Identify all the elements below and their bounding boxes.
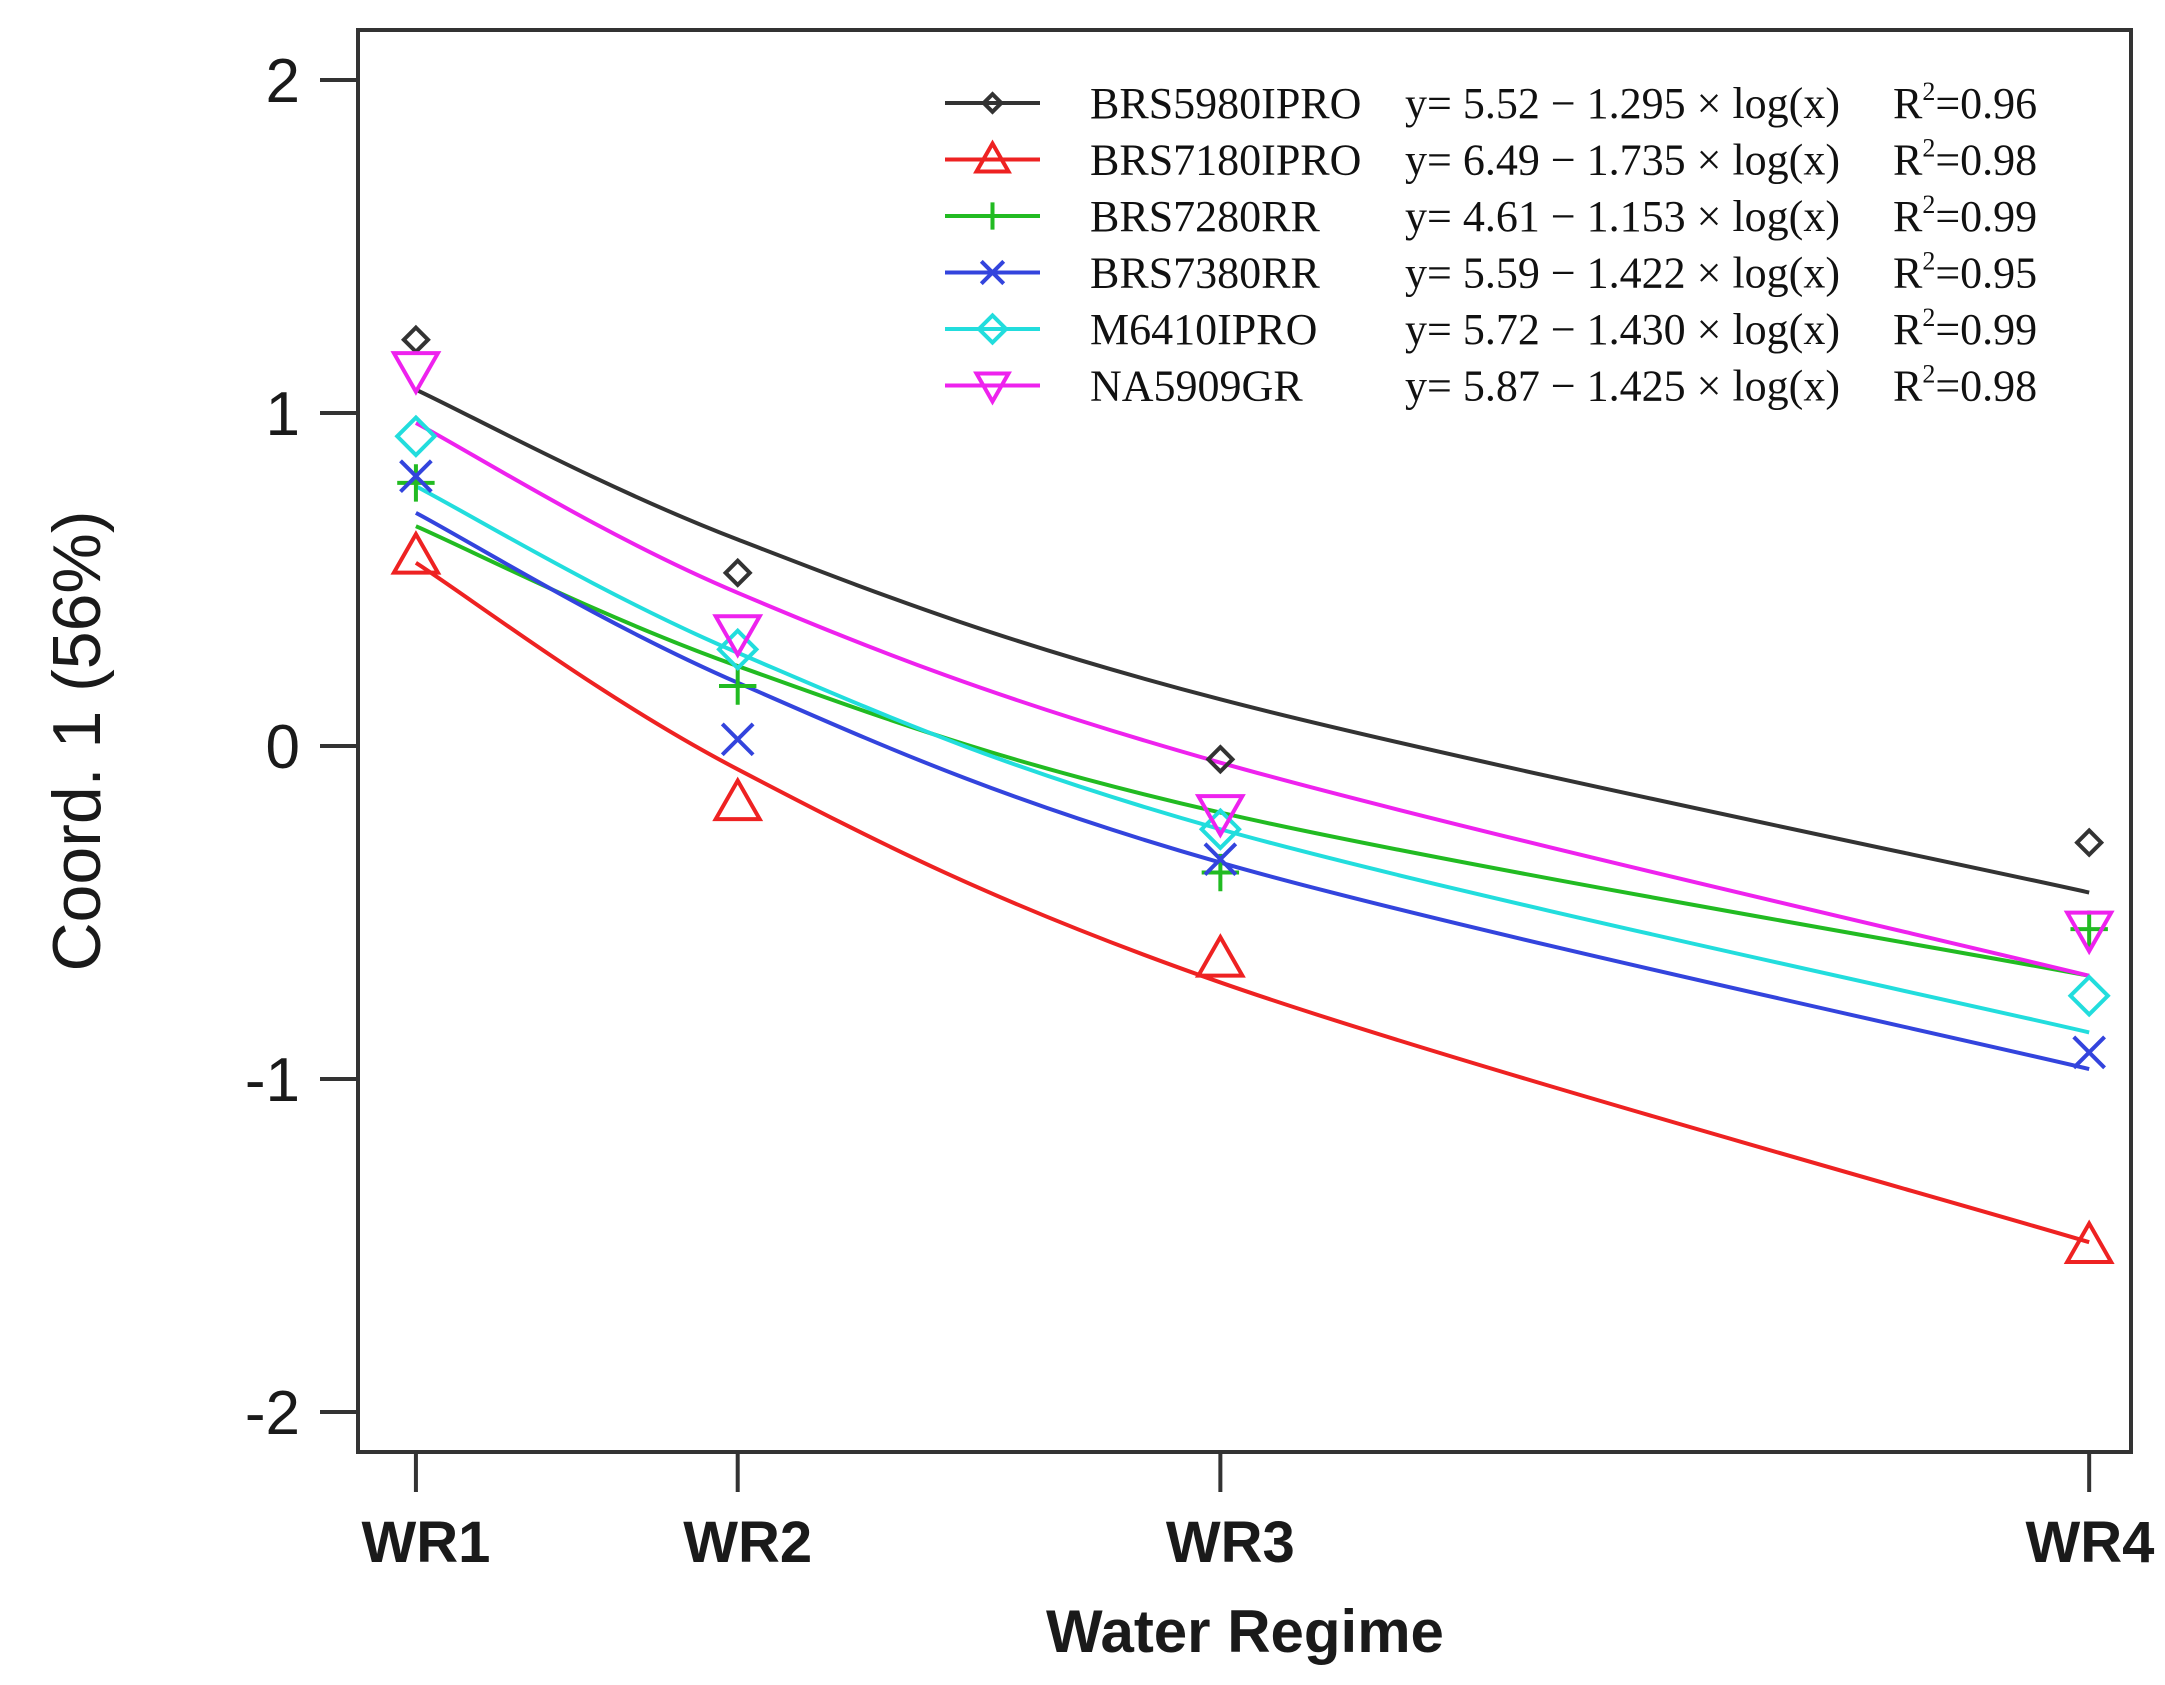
fit-line-BRS5980IPRO — [415, 387, 2090, 895]
legend-marker-BRS7280RR — [978, 202, 1007, 230]
x-tick-label: WR2 — [683, 1510, 812, 1575]
r2-value: =0.98 — [1935, 136, 2037, 185]
data-point-BRS7180IPRO — [1194, 933, 1246, 978]
fit-line-BRS7280RR — [415, 524, 2090, 978]
data-point-BRS7180IPRO — [2063, 1219, 2115, 1265]
data-markers — [390, 324, 2115, 1265]
legend-name: NA5909GR — [1090, 362, 1303, 411]
legend-marker-NA5909GR — [973, 371, 1012, 406]
legend-marker-BRS7180IPRO — [973, 139, 1012, 174]
data-point-BRS7280RR — [718, 667, 757, 705]
legend-equation: y= 5.59 − 1.422 × log(x) — [1405, 249, 1840, 298]
legend-marker-M6410IPRO — [976, 312, 1009, 346]
y-axis-title: Coord. 1 (56%) — [39, 510, 115, 971]
legend-equation: y= 5.52 − 1.295 × log(x) — [1405, 79, 1840, 128]
fit-line-NA5909GR — [414, 421, 2090, 978]
legend-marker-BRS5980IPRO — [980, 91, 1005, 115]
legend-marker-BRS7380RR — [979, 259, 1006, 286]
r2-value: =0.98 — [1935, 362, 2037, 411]
legend-name: BRS5980IPRO — [1090, 79, 1361, 128]
fit-line-BRS7180IPRO — [414, 561, 2090, 1245]
data-point-NA5909GR — [712, 614, 764, 659]
r2-superscript: 2 — [1922, 303, 1935, 332]
legend-r-squared: R2=0.98 — [1893, 360, 2037, 411]
legend-equation: y= 5.87 − 1.425 × log(x) — [1405, 362, 1840, 411]
r2-value: =0.99 — [1935, 192, 2037, 241]
y-tick-label: 2 — [266, 47, 300, 116]
data-point-BRS7180IPRO — [712, 776, 764, 822]
data-point-BRS7380RR — [720, 722, 755, 757]
fit-line-BRS7380RR — [414, 511, 2090, 1071]
fit-lines — [414, 387, 2090, 1245]
r2-value: =0.99 — [1935, 305, 2037, 354]
data-point-BRS7380RR — [1203, 842, 1238, 877]
r2-label: R — [1893, 249, 1923, 298]
legend-name: M6410IPRO — [1090, 305, 1317, 354]
x-axis: WR1 WR2 WR3 WR4 — [361, 1452, 2154, 1575]
data-point-NA5909GR — [390, 351, 442, 396]
data-point-M6410IPRO — [1198, 807, 1242, 851]
y-axis: 2 1 0 -1 -2 — [245, 47, 358, 1448]
data-point-M6410IPRO — [394, 414, 438, 458]
data-point-BRS5980IPRO — [1205, 744, 1236, 775]
legend-name: BRS7280RR — [1090, 192, 1321, 241]
legend-equation: y= 5.72 − 1.430 × log(x) — [1405, 305, 1840, 354]
r2-superscript: 2 — [1922, 247, 1935, 276]
data-point-NA5909GR — [1194, 794, 1246, 839]
r2-value: =0.95 — [1935, 249, 2037, 298]
x-axis-title: Water Regime — [1046, 1598, 1444, 1665]
data-point-BRS5980IPRO — [722, 557, 753, 588]
fit-line-M6410IPRO — [415, 484, 2090, 1035]
legend-r-squared: R2=0.98 — [1893, 134, 2037, 185]
data-point-BRS7280RR — [397, 464, 435, 502]
r2-superscript: 2 — [1922, 77, 1935, 106]
r2-value: =0.96 — [1935, 79, 2037, 128]
r2-label: R — [1893, 305, 1923, 354]
x-tick-label: WR3 — [1166, 1510, 1295, 1575]
data-point-BRS7380RR — [2072, 1035, 2106, 1070]
legend-r-squared: R2=0.99 — [1893, 303, 2037, 354]
data-point-BRS5980IPRO — [2074, 827, 2105, 858]
y-tick-label: 1 — [266, 380, 300, 449]
r2-label: R — [1893, 136, 1923, 185]
x-tick-label: WR4 — [2026, 1510, 2155, 1575]
r2-superscript: 2 — [1922, 360, 1935, 389]
legend-equation: y= 6.49 − 1.735 × log(x) — [1405, 136, 1840, 185]
y-tick-label: -2 — [245, 1379, 300, 1448]
plot-frame — [356, 28, 2133, 1454]
r2-label: R — [1893, 362, 1923, 411]
data-point-NA5909GR — [2063, 910, 2115, 956]
data-point-M6410IPRO — [2067, 974, 2111, 1018]
y-tick-label: -1 — [245, 1046, 300, 1115]
r2-superscript: 2 — [1922, 134, 1935, 163]
legend: BRS5980IPRO y= 5.52 − 1.295 × log(x) R2=0.… — [945, 77, 2037, 411]
r2-superscript: 2 — [1922, 190, 1935, 219]
data-point-BRS7380RR — [399, 459, 433, 494]
y-tick-label: 0 — [266, 713, 300, 782]
r2-label: R — [1893, 192, 1923, 241]
data-point-M6410IPRO — [716, 627, 760, 671]
legend-r-squared: R2=0.96 — [1893, 77, 2037, 128]
legend-name: BRS7380RR — [1090, 249, 1321, 298]
data-point-BRS7180IPRO — [390, 530, 442, 575]
x-tick-label: WR1 — [361, 1510, 490, 1575]
legend-equation: y= 4.61 − 1.153 × log(x) — [1405, 192, 1840, 241]
legend-name: BRS7180IPRO — [1090, 136, 1361, 185]
legend-r-squared: R2=0.95 — [1893, 247, 2037, 298]
r2-label: R — [1893, 79, 1923, 128]
legend-r-squared: R2=0.99 — [1893, 190, 2037, 241]
